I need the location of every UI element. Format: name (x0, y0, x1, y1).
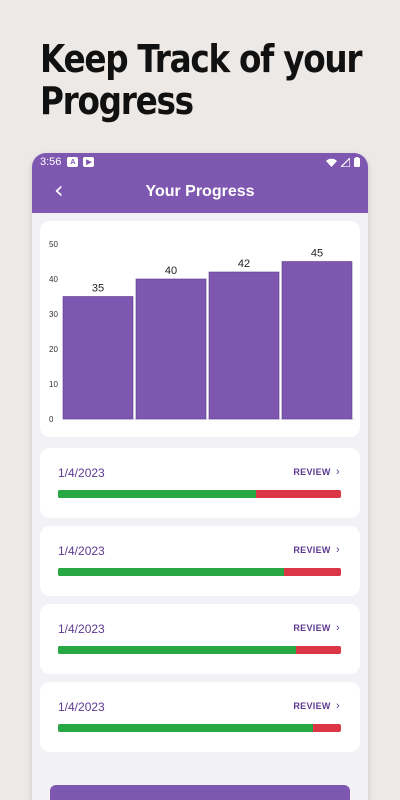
result-card: 1/4/2023 REVIEW › (40, 448, 360, 518)
status-time: 3:56 (40, 156, 62, 168)
result-card: 1/4/2023 REVIEW › (40, 526, 360, 596)
correct-fill (58, 568, 285, 576)
result-date: 1/4/2023 (58, 700, 105, 714)
progress-bar-chart: 0 10 20 30 40 50 35 40 42 45 (49, 240, 355, 424)
notification-play-icon: ▶ (83, 157, 95, 167)
battery-icon (354, 157, 360, 167)
app-bar: ‹ Your Progress (32, 171, 368, 213)
chevron-left-icon[interactable]: ‹ (54, 176, 64, 204)
chart-bar (135, 278, 207, 420)
y-tick-label: 30 (49, 310, 58, 319)
result-card: 1/4/2023 REVIEW › (40, 682, 360, 752)
result-date: 1/4/2023 (58, 466, 105, 480)
review-button[interactable]: REVIEW › (293, 622, 340, 634)
result-date: 1/4/2023 (58, 544, 105, 558)
bar-value-label: 42 (238, 258, 250, 270)
score-bar (58, 568, 341, 576)
headline-line-2: Progress (40, 79, 194, 123)
wifi-icon (326, 158, 337, 167)
headline-line-1: Keep Track of your (40, 37, 362, 81)
correct-fill (58, 646, 296, 654)
y-tick-label: 40 (49, 275, 58, 284)
chart-bar (62, 296, 134, 420)
chevron-right-icon: › (332, 466, 340, 478)
review-button[interactable]: REVIEW › (293, 544, 340, 556)
chart-bar (281, 261, 353, 420)
chevron-right-icon: › (332, 700, 340, 712)
result-card: 1/4/2023 REVIEW › (40, 604, 360, 674)
review-button[interactable]: REVIEW › (293, 700, 340, 712)
score-bar (58, 490, 341, 498)
y-tick-label: 10 (49, 380, 58, 389)
bar-value-label: 45 (311, 248, 323, 260)
y-tick-label: 0 (49, 415, 54, 424)
review-label: REVIEW (293, 545, 331, 555)
review-label: REVIEW (293, 701, 331, 711)
notification-a-icon: A (67, 157, 79, 167)
result-date: 1/4/2023 (58, 622, 105, 636)
y-tick-label: 50 (49, 240, 58, 249)
review-label: REVIEW (293, 623, 331, 633)
chart-bar (208, 271, 280, 420)
chevron-right-icon: › (332, 622, 340, 634)
bottom-action-button[interactable] (50, 785, 350, 800)
y-tick-label: 20 (49, 345, 58, 354)
status-bar: 3:56 A ▶ (32, 153, 368, 171)
phone-screen: 3:56 A ▶ ‹ Your Progress 0 10 20 30 40 50 35 40… (32, 153, 368, 800)
correct-fill (58, 724, 313, 732)
review-button[interactable]: REVIEW › (293, 466, 340, 478)
correct-fill (58, 490, 257, 498)
page-title: Your Progress (145, 183, 255, 200)
score-bar (58, 646, 341, 654)
bar-value-label: 40 (165, 265, 177, 277)
review-label: REVIEW (293, 467, 331, 477)
signal-icon (341, 157, 350, 167)
progress-chart-card: 0 10 20 30 40 50 35 40 42 45 (40, 221, 360, 437)
chevron-right-icon: › (332, 544, 340, 556)
score-bar (58, 724, 341, 732)
headline: Keep Track of your Progress (40, 37, 362, 123)
bar-value-label: 35 (92, 283, 104, 295)
